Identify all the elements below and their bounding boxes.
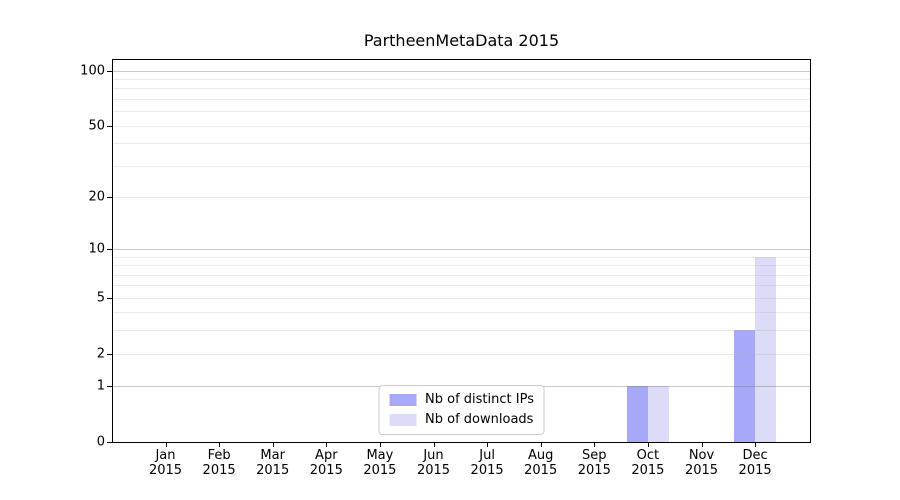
x-tick-year: 2015 (256, 463, 290, 478)
legend: Nb of distinct IPs Nb of downloads (378, 385, 545, 435)
y-tick-label-20: 20 (88, 189, 105, 205)
x-tick-year: 2015 (148, 463, 183, 478)
gridline-minor-2 (113, 353, 810, 355)
x-tick-year: 2015 (631, 463, 665, 478)
y-tick-label-5: 5 (96, 290, 105, 306)
y-tick-mark-1 (107, 386, 112, 387)
x-tick-month: Jun (423, 448, 444, 463)
y-tick-mark-100 (107, 71, 112, 72)
x-tick-month: Feb (207, 448, 231, 463)
x-tick-mark-sep (594, 443, 595, 447)
gridline-minor-50 (113, 125, 810, 127)
x-tick-month: Apr (315, 448, 338, 463)
x-tick-year: 2015 (309, 463, 343, 478)
y-tick-label-10: 10 (88, 241, 105, 257)
x-tick-mark-apr (326, 443, 327, 447)
x-tick-label-aug: Aug 2015 (524, 448, 557, 478)
x-tick-year: 2015 (363, 463, 397, 478)
bar-nb-of-downloads-oct (647, 386, 670, 442)
gridline-minor-80 (113, 88, 810, 90)
x-tick-mark-may (380, 443, 381, 447)
legend-entry-downloads: Nb of downloads (389, 413, 534, 427)
x-tick-label-may: May 2015 (363, 448, 396, 478)
x-tick-month: Nov (688, 448, 715, 463)
x-tick-mark-feb (219, 443, 220, 447)
gridline-minor-8 (113, 265, 810, 267)
legend-swatch-downloads (389, 414, 417, 426)
gridline-minor-9 (113, 256, 810, 258)
y-tick-label-1: 1 (96, 378, 105, 394)
x-tick-month: Dec (742, 448, 768, 463)
legend-entry-distinct-ips: Nb of distinct IPs (389, 393, 534, 407)
gridline-minor-3 (113, 330, 810, 332)
y-tick-mark-10 (107, 249, 112, 250)
x-tick-label-oct: Oct 2015 (631, 448, 664, 478)
y-tick-label-100: 100 (80, 63, 105, 78)
x-tick-month: Oct (636, 448, 660, 463)
y-tick-label-2: 2 (96, 346, 105, 362)
gridline-major-100 (113, 70, 810, 72)
x-tick-label-sep: Sep 2015 (578, 448, 611, 478)
x-tick-mark-dec (755, 443, 756, 447)
x-tick-month: Mar (260, 448, 285, 463)
gridline-minor-7 (113, 274, 810, 276)
legend-label-downloads: Nb of downloads (425, 412, 534, 427)
gridline-minor-40 (113, 143, 810, 145)
bar-nb-of-distinct-ips-oct (626, 386, 648, 442)
gridline-minor-20 (113, 196, 810, 198)
y-tick-mark-50 (107, 126, 112, 127)
legend-label-distinct-ips: Nb of distinct IPs (425, 392, 534, 407)
gridline-minor-5 (113, 297, 810, 299)
x-tick-mark-aug (541, 443, 542, 447)
x-tick-year: 2015 (738, 463, 772, 478)
x-tick-year: 2015 (202, 463, 236, 478)
x-tick-label-mar: Mar 2015 (256, 448, 289, 478)
gridline-major-10 (113, 248, 810, 250)
x-tick-year: 2015 (577, 463, 611, 478)
x-tick-year: 2015 (524, 463, 558, 478)
x-tick-label-nov: Nov 2015 (685, 448, 718, 478)
plot-area: Nb of distinct IPs Nb of downloads (112, 59, 811, 443)
x-tick-mark-mar (273, 443, 274, 447)
y-tick-label-50: 50 (88, 118, 105, 133)
y-tick-label-0: 0 (96, 434, 105, 450)
bar-nb-of-distinct-ips-dec (733, 330, 756, 442)
gridline-minor-30 (113, 165, 810, 167)
y-tick-mark-0 (107, 442, 112, 443)
gridline-minor-6 (113, 285, 810, 287)
x-tick-label-jul: Jul 2015 (471, 448, 504, 478)
y-tick-mark-5 (107, 298, 112, 299)
x-tick-mark-jan (166, 443, 167, 447)
x-tick-month: May (366, 448, 394, 463)
x-tick-month: Jul (479, 448, 495, 463)
gridline-minor-90 (113, 78, 810, 80)
x-tick-label-jan: Jan 2015 (149, 448, 182, 478)
legend-swatch-distinct-ips (389, 394, 417, 406)
y-tick-mark-20 (107, 197, 112, 198)
x-tick-label-dec: Dec 2015 (739, 448, 772, 478)
x-tick-label-apr: Apr 2015 (310, 448, 343, 478)
x-tick-year: 2015 (684, 463, 719, 478)
x-tick-label-feb: Feb 2015 (203, 448, 236, 478)
x-tick-label-jun: Jun 2015 (417, 448, 450, 478)
bar-nb-of-downloads-dec (755, 256, 777, 442)
x-tick-mark-jul (487, 443, 488, 447)
x-tick-year: 2015 (416, 463, 451, 478)
x-tick-mark-jun (434, 443, 435, 447)
x-tick-month: Sep (582, 448, 607, 463)
gridline-minor-70 (113, 98, 810, 100)
gridline-minor-60 (113, 111, 810, 113)
gridline-minor-4 (113, 312, 810, 314)
x-tick-mark-nov (702, 443, 703, 447)
chart-title: PartheenMetaData 2015 (363, 31, 560, 50)
y-tick-mark-2 (107, 354, 112, 355)
x-tick-mark-oct (648, 443, 649, 447)
x-tick-year: 2015 (470, 463, 504, 478)
x-tick-month: Aug (527, 448, 554, 463)
x-tick-month: Jan (155, 448, 176, 463)
